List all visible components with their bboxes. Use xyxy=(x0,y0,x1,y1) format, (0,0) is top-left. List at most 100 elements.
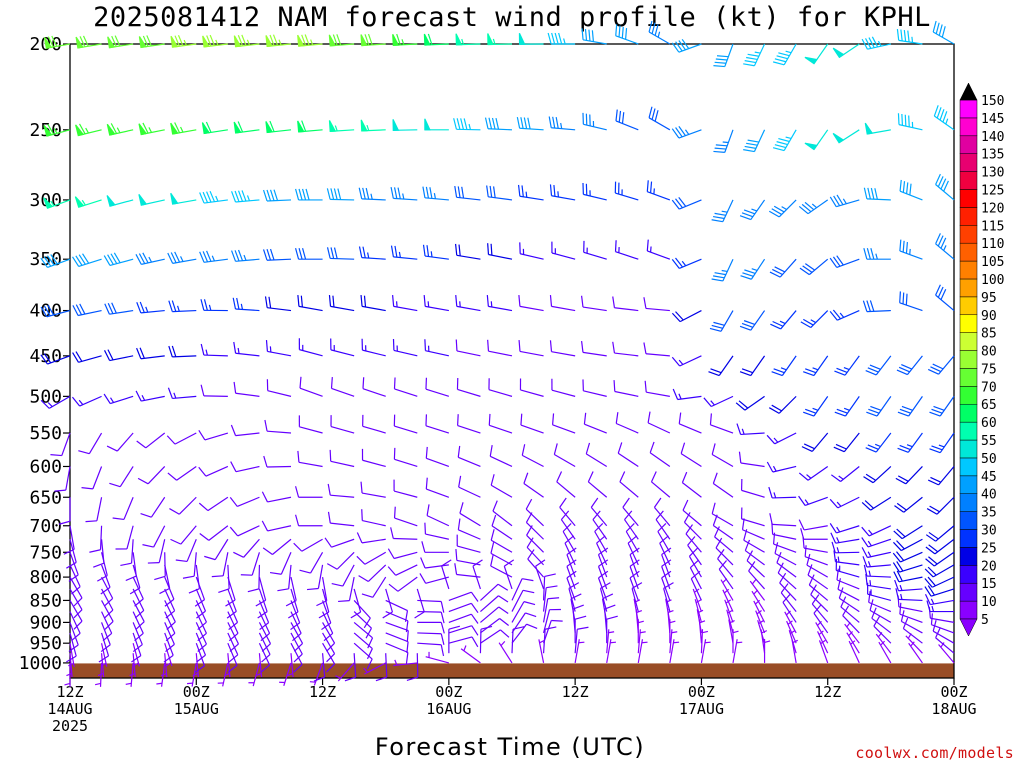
wind-barb xyxy=(899,602,923,623)
wind-barb xyxy=(318,588,330,619)
wind-barb xyxy=(74,196,102,208)
colorbar-label: 100 xyxy=(981,273,1004,288)
wind-barb xyxy=(864,122,891,135)
wind-barb xyxy=(566,547,577,578)
wind-barb xyxy=(643,297,670,312)
wind-barb xyxy=(390,245,418,260)
wind-barb xyxy=(69,600,83,630)
wind-barb xyxy=(688,547,702,578)
wind-barb xyxy=(163,632,174,663)
wind-barb xyxy=(708,355,734,377)
wind-barb xyxy=(457,518,481,540)
wind-barb xyxy=(43,197,71,209)
wind-barb xyxy=(606,629,615,654)
wind-barb xyxy=(800,310,829,329)
x-axis-label: Forecast Time (UTC) xyxy=(374,733,646,761)
wind-barb xyxy=(58,497,71,525)
wind-barb xyxy=(306,564,324,591)
wind-barb xyxy=(672,388,702,401)
wind-barb xyxy=(562,522,576,553)
y-tick-label: 700 xyxy=(29,516,62,537)
wind-barb xyxy=(50,432,71,457)
wind-barb xyxy=(309,662,324,686)
wind-barb xyxy=(358,564,387,583)
wind-barb xyxy=(287,588,299,619)
wind-barb xyxy=(233,121,260,134)
wind-barb xyxy=(492,500,513,527)
wind-barb xyxy=(142,525,166,548)
wind-barb xyxy=(227,611,239,642)
wind-barb xyxy=(798,519,828,531)
wind-barb xyxy=(612,296,639,312)
wind-barb xyxy=(772,43,797,66)
wind-barb xyxy=(846,631,860,654)
wind-barb xyxy=(422,186,449,201)
colorbar-segment xyxy=(959,565,978,584)
wind-barb xyxy=(424,118,449,131)
wind-barb xyxy=(129,564,141,595)
wind-barb xyxy=(832,43,860,59)
wind-barb xyxy=(925,551,955,567)
wind-barb xyxy=(769,513,797,527)
wind-barb xyxy=(526,525,544,553)
wind-barb xyxy=(649,441,671,467)
wind-barb xyxy=(740,258,766,280)
wind-barb xyxy=(892,551,923,563)
wind-barb xyxy=(511,612,537,634)
colorbar-segment xyxy=(959,260,978,280)
wind-barb xyxy=(135,252,165,265)
wind-barb xyxy=(164,622,175,653)
x-tick-label: 16AUG xyxy=(426,700,471,718)
wind-barb xyxy=(570,593,582,623)
wind-barb xyxy=(694,599,703,623)
wind-barb xyxy=(294,188,323,201)
wind-barb xyxy=(511,578,534,601)
wind-barb xyxy=(358,246,386,260)
wind-barb xyxy=(813,604,829,634)
wind-barb xyxy=(601,593,614,623)
wind-barb xyxy=(833,550,860,566)
colorbar-segment xyxy=(959,493,978,512)
wind-barb xyxy=(935,284,955,312)
wind-barb xyxy=(457,414,481,434)
wind-barb xyxy=(712,472,734,498)
wind-barb xyxy=(63,525,75,555)
wind-barb xyxy=(182,552,197,579)
wind-barb xyxy=(511,589,535,612)
wind-barb xyxy=(612,341,639,357)
wind-barb xyxy=(98,632,110,663)
wind-barb xyxy=(866,396,892,417)
wind-barb xyxy=(924,576,955,588)
x-tick-label: 17AUG xyxy=(679,700,724,718)
wind-barb xyxy=(100,622,111,653)
wind-barb xyxy=(511,601,536,623)
wind-barb xyxy=(362,414,386,434)
wind-barb xyxy=(861,537,892,548)
colorbar-label: 5 xyxy=(981,613,989,628)
wind-barb xyxy=(264,419,292,434)
wind-barb xyxy=(231,190,260,203)
wind-barb xyxy=(168,300,197,313)
wind-barb xyxy=(746,550,765,578)
wind-barb xyxy=(862,556,891,568)
wind-barb xyxy=(740,507,765,527)
wind-barb xyxy=(393,479,418,498)
wind-barb xyxy=(279,662,292,686)
wind-barb xyxy=(862,300,891,313)
colorbar-segment xyxy=(959,296,978,316)
wind-barb xyxy=(360,119,386,132)
colorbar-segment xyxy=(959,421,978,441)
wind-barb xyxy=(895,588,923,602)
colorbar-segment xyxy=(959,475,978,494)
wind-barb xyxy=(749,579,766,601)
wind-barb xyxy=(328,120,355,133)
wind-barb xyxy=(100,643,108,667)
wind-barb xyxy=(335,662,355,682)
wind-barb xyxy=(247,564,261,593)
wind-barb xyxy=(700,639,711,664)
colorbar-segment xyxy=(959,529,978,548)
colorbar-bottom-arrow xyxy=(959,618,978,637)
wind-barb xyxy=(106,123,134,136)
wind-barb xyxy=(627,535,639,566)
wind-barb xyxy=(455,549,481,566)
